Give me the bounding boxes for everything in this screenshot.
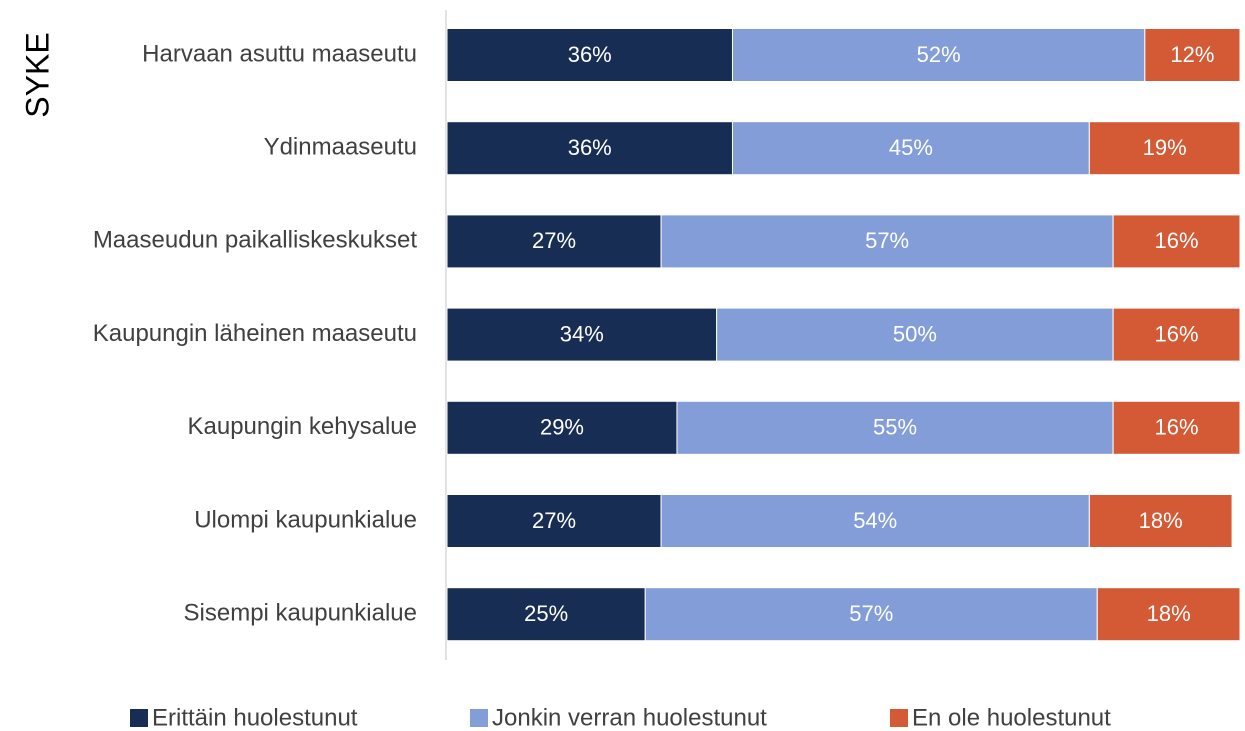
bar-segment: [1088, 494, 1233, 548]
data-label: 18%: [1147, 601, 1191, 626]
bar-segment: [446, 307, 718, 362]
bar-segment: [644, 587, 1098, 642]
y-tick-label: Kaupungin kehysalue: [187, 413, 417, 440]
bar-segment: [1088, 121, 1241, 176]
legend-swatch: [130, 709, 148, 727]
bar-segment: [1096, 587, 1241, 642]
data-label: 45%: [889, 135, 933, 160]
data-label: 55%: [873, 415, 917, 440]
data-label: 25%: [524, 601, 568, 626]
data-label: 16%: [1155, 228, 1199, 253]
data-label: 57%: [865, 228, 909, 253]
y-tick-label: Kaupungin läheinen maaseutu: [93, 320, 417, 347]
bar-segment: [1144, 28, 1241, 82]
y-tick-label: Sisempi kaupunkialue: [184, 600, 417, 627]
legend-label: En ole huolestunut: [912, 704, 1111, 731]
y-tick-label: Ydinmaaseutu: [264, 134, 417, 161]
data-label: 54%: [853, 508, 897, 533]
data-label: 29%: [540, 415, 584, 440]
bar-segment: [716, 307, 1114, 362]
y-tick-label: Ulompi kaupunkialue: [194, 506, 417, 533]
data-label: 16%: [1155, 415, 1199, 440]
chart-title: SYKE: [19, 32, 55, 117]
legend-label: Erittäin huolestunut: [152, 704, 358, 731]
data-label: 27%: [532, 508, 576, 533]
data-label: 12%: [1170, 42, 1214, 67]
data-label: 27%: [532, 228, 576, 253]
data-label: 52%: [917, 42, 961, 67]
bar-segment: [446, 494, 662, 548]
data-label: 19%: [1143, 135, 1187, 160]
legend-swatch: [890, 709, 908, 727]
legend-label: Jonkin verran huolestunut: [492, 704, 767, 731]
data-label: 36%: [568, 135, 612, 160]
bar-segment: [446, 28, 733, 82]
bar-segment: [660, 494, 1090, 548]
bar-segment: [660, 214, 1114, 269]
y-tick-label: Maaseudun paikalliskeskukset: [93, 227, 418, 254]
bar-segment: [676, 400, 1114, 455]
legend-swatch: [470, 709, 488, 727]
data-label: 57%: [849, 601, 893, 626]
bar-segment: [446, 400, 678, 455]
y-tick-label: Harvaan asuttu maaseutu: [142, 40, 417, 67]
data-label: 34%: [560, 321, 604, 346]
bar-segment: [446, 587, 646, 642]
bar-segment: [731, 28, 1146, 82]
bar-segment: [1112, 307, 1241, 362]
data-label: 50%: [893, 321, 937, 346]
bar-segment: [1112, 400, 1241, 455]
bar-segment: [1112, 214, 1241, 269]
data-label: 16%: [1155, 321, 1199, 346]
data-label: 18%: [1139, 508, 1183, 533]
data-label: 36%: [568, 42, 612, 67]
